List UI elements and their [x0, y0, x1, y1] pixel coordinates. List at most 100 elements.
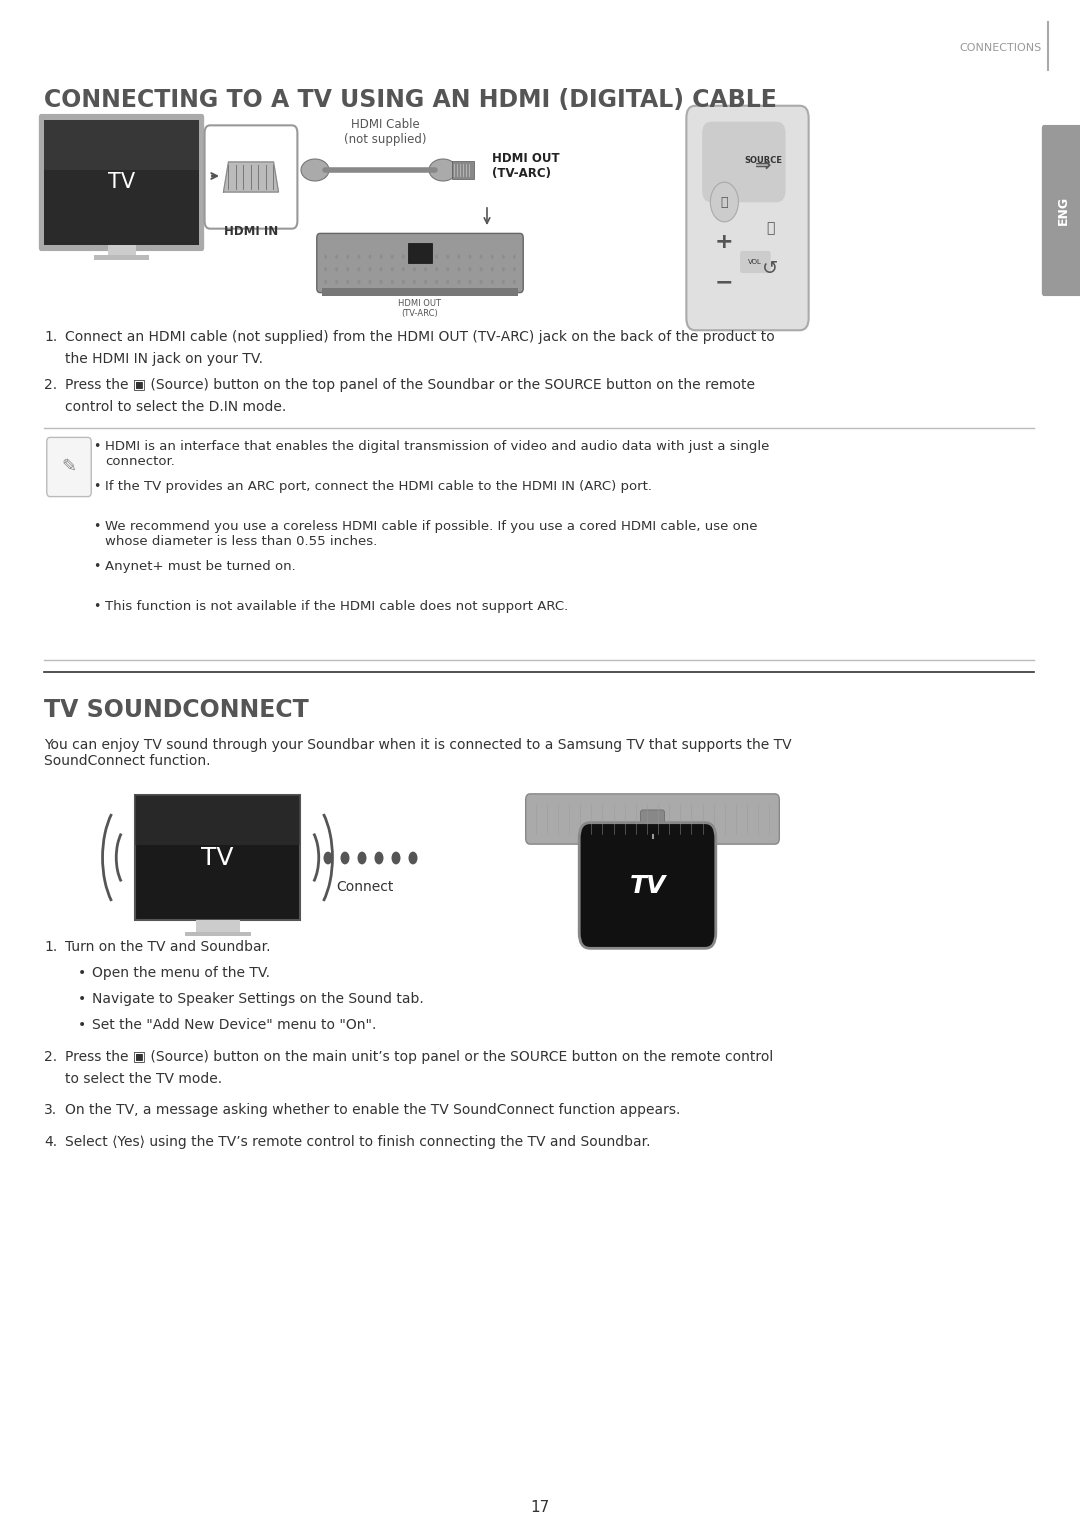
Circle shape — [379, 267, 382, 271]
Bar — [185, 931, 251, 936]
Text: ⏻: ⏻ — [720, 196, 728, 208]
Circle shape — [402, 267, 405, 271]
Bar — [108, 245, 135, 254]
Text: 3.: 3. — [44, 1103, 57, 1117]
Text: Press the ▣ (Source) button on the main unit’s top panel or the SOURCE button on: Press the ▣ (Source) button on the main … — [65, 1049, 773, 1065]
Text: •: • — [93, 601, 100, 613]
Circle shape — [446, 267, 449, 271]
Circle shape — [324, 280, 327, 283]
Text: •: • — [78, 993, 86, 1007]
Circle shape — [324, 254, 327, 259]
Text: This function is not available if the HDMI cable does not support ARC.: This function is not available if the HD… — [105, 601, 568, 613]
Text: −: − — [715, 273, 733, 293]
Circle shape — [490, 267, 494, 271]
Circle shape — [368, 280, 372, 283]
Text: If the TV provides an ARC port, connect the HDMI cable to the HDMI IN (ARC) port: If the TV provides an ARC port, connect … — [105, 480, 652, 493]
Circle shape — [446, 280, 449, 283]
Circle shape — [391, 280, 394, 283]
Text: ↺: ↺ — [762, 259, 779, 277]
Text: Turn on the TV and Soundbar.: Turn on the TV and Soundbar. — [65, 941, 270, 954]
Text: 4.: 4. — [44, 1135, 57, 1149]
Text: VOL: VOL — [748, 259, 762, 265]
Circle shape — [391, 852, 401, 864]
Text: CONNECTING TO A TV USING AN HDMI (DIGITAL) CABLE: CONNECTING TO A TV USING AN HDMI (DIGITA… — [44, 87, 777, 112]
Circle shape — [347, 254, 349, 259]
Circle shape — [458, 267, 460, 271]
Circle shape — [379, 254, 382, 259]
Text: 🔇: 🔇 — [767, 221, 774, 234]
Circle shape — [368, 267, 372, 271]
Circle shape — [379, 280, 382, 283]
Circle shape — [469, 267, 472, 271]
Circle shape — [391, 254, 394, 259]
Circle shape — [335, 254, 338, 259]
FancyBboxPatch shape — [579, 823, 716, 948]
Text: HDMI is an interface that enables the digital transmission of video and audio da: HDMI is an interface that enables the di… — [105, 440, 769, 467]
FancyBboxPatch shape — [740, 251, 771, 273]
Text: the HDMI IN jack on your TV.: the HDMI IN jack on your TV. — [65, 352, 264, 366]
Circle shape — [413, 254, 416, 259]
Text: SOURCE: SOURCE — [744, 156, 782, 165]
Text: HDMI OUT
(TV-ARC): HDMI OUT (TV-ARC) — [492, 152, 559, 179]
Circle shape — [435, 267, 438, 271]
Text: HDMI Cable
(not supplied): HDMI Cable (not supplied) — [343, 118, 427, 146]
Circle shape — [413, 267, 416, 271]
Circle shape — [402, 280, 405, 283]
Polygon shape — [224, 162, 279, 192]
Text: Connect an HDMI cable (not supplied) from the ​HDMI OUT (TV‑ARC) jack on the bac: Connect an HDMI cable (not supplied) fro… — [65, 329, 774, 345]
Circle shape — [502, 267, 504, 271]
Circle shape — [357, 254, 361, 259]
Text: Connect: Connect — [336, 879, 394, 895]
FancyBboxPatch shape — [687, 106, 809, 331]
Text: TV: TV — [630, 873, 665, 898]
Circle shape — [435, 254, 438, 259]
Circle shape — [490, 280, 494, 283]
Text: TV SOUNDCONNECT: TV SOUNDCONNECT — [44, 699, 309, 722]
FancyBboxPatch shape — [204, 126, 297, 228]
Bar — [453, 161, 474, 179]
Text: •: • — [78, 967, 86, 980]
Circle shape — [347, 267, 349, 271]
Circle shape — [502, 254, 504, 259]
Circle shape — [513, 267, 516, 271]
Bar — [44, 119, 199, 245]
Circle shape — [490, 254, 494, 259]
Circle shape — [469, 254, 472, 259]
FancyBboxPatch shape — [1042, 126, 1080, 296]
Bar — [305, 162, 325, 178]
FancyBboxPatch shape — [39, 113, 204, 251]
Text: Select ⟨Yes⟩ using the TV’s remote control to finish connecting the TV and Sound: Select ⟨Yes⟩ using the TV’s remote contr… — [65, 1135, 650, 1149]
Text: ✎: ✎ — [62, 458, 77, 476]
Bar — [322, 288, 518, 296]
Circle shape — [413, 280, 416, 283]
Circle shape — [324, 267, 327, 271]
Circle shape — [480, 267, 483, 271]
Text: control to select the D.IN mode.: control to select the D.IN mode. — [65, 400, 286, 414]
Circle shape — [408, 852, 418, 864]
Circle shape — [513, 280, 516, 283]
Circle shape — [368, 254, 372, 259]
Circle shape — [424, 267, 427, 271]
Circle shape — [480, 254, 483, 259]
Text: We recommend you use a coreless HDMI cable if possible. If you use a cored HDMI : We recommend you use a coreless HDMI cab… — [105, 519, 757, 548]
Circle shape — [335, 280, 338, 283]
Text: +: + — [715, 231, 733, 251]
Text: •: • — [78, 1017, 86, 1033]
Bar — [408, 244, 432, 264]
Circle shape — [357, 852, 366, 864]
Text: •: • — [93, 480, 100, 493]
Circle shape — [480, 280, 483, 283]
Circle shape — [502, 280, 504, 283]
Circle shape — [424, 280, 427, 283]
Bar — [135, 795, 300, 921]
Circle shape — [324, 852, 333, 864]
Bar — [195, 921, 240, 931]
Text: TV: TV — [108, 173, 135, 193]
Circle shape — [347, 280, 349, 283]
Text: 1.: 1. — [44, 329, 57, 345]
Text: •: • — [93, 519, 100, 533]
Text: ⇒: ⇒ — [755, 156, 771, 175]
FancyBboxPatch shape — [46, 438, 91, 496]
Text: CONNECTIONS: CONNECTIONS — [960, 43, 1042, 54]
Text: 17: 17 — [530, 1500, 550, 1515]
